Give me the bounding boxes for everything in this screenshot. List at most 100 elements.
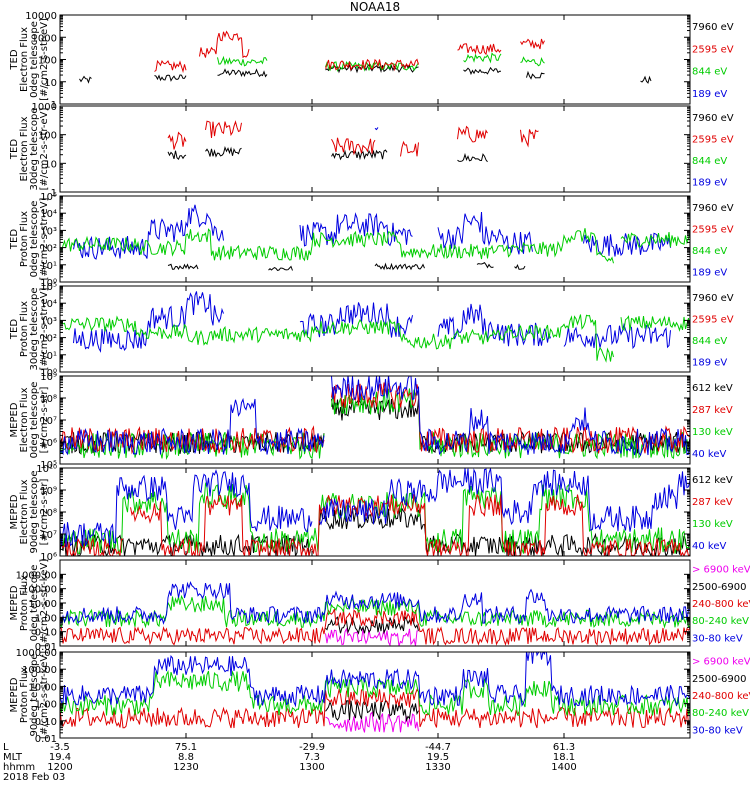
x-tick-label-l: 75.1 (175, 742, 197, 753)
y-axis-label: TEDProton Flux0deg telescope[#/cm2-s-str… (9, 198, 50, 281)
legend-entry: 2595 eV (692, 224, 734, 235)
series-black (167, 262, 526, 271)
series-magenta (325, 711, 419, 733)
legend-entry: 80-240 keV (692, 708, 749, 719)
y-tick-label: 10⁷ (40, 416, 57, 427)
y-axis-label-line: [#/cm2-s-str-keV] (39, 651, 50, 739)
legend-entry: > 6900 keV (692, 565, 750, 576)
y-axis-label-line: [#/cm2-s-str-eV] (39, 108, 50, 191)
x-tick-label-hhmm: 1300 (299, 762, 324, 773)
x-tick-label-l: -3.5 (50, 742, 70, 753)
legend-entry: 612 keV (692, 383, 733, 394)
y-tick-label: 10⁰ (40, 368, 57, 379)
y-tick-label: 10¹ (40, 351, 57, 362)
series-black (325, 698, 419, 723)
panel-plot-area (79, 30, 652, 84)
legend-entry: 240-800 keV (692, 599, 750, 610)
series-green (60, 314, 690, 363)
y-tick-label: 10¹⁰ (36, 464, 57, 475)
x-row-label: 2018 Feb 03 (3, 772, 65, 783)
legend-entry: > 6900 keV (692, 657, 750, 668)
y-tick-label: 10.00 (28, 682, 57, 693)
panel-7: 0.010.101.0010.00100.001000.00MEPEDProto… (9, 559, 750, 653)
series-blue (60, 376, 690, 457)
y-axis-label-line: 0deg telescope (29, 382, 40, 459)
x-tick-label-mlt: 8.8 (178, 752, 194, 763)
series-black (79, 63, 652, 84)
y-axis-label-line: 90deg telescope (29, 653, 40, 736)
series-blue (60, 581, 690, 625)
y-tick-label: 10¹ (40, 261, 57, 272)
legend-entry: 287 keV (692, 405, 733, 416)
panel-plot-area (60, 581, 690, 646)
y-tick-label: 10⁹ (40, 486, 57, 497)
y-axis-label-line: Proton Flux (19, 575, 30, 631)
x-tick-label-hhmm: 1330 (425, 762, 450, 773)
y-tick-label: 10⁰ (40, 278, 57, 289)
y-tick-label: 100.00 (22, 665, 57, 676)
y-tick-label: 1 (51, 188, 57, 199)
y-tick-label: 10⁵ (40, 282, 57, 293)
series-magenta (325, 627, 419, 646)
y-tick-label: 10⁶ (40, 552, 57, 563)
panel-plot-area (60, 376, 690, 460)
y-axis-label-line: 0deg telescope (29, 201, 40, 278)
y-axis-label-line: 0deg telescope (29, 565, 40, 642)
x-tick-label-hhmm: 1200 (47, 762, 72, 773)
y-tick-label: 1000.00 (16, 648, 57, 659)
legend-entry: 844 eV (692, 156, 727, 167)
y-axis-label-line: [#/cm2-s-str-eV] (39, 198, 50, 281)
y-axis-label-line: Proton Flux (19, 211, 30, 267)
series-blue (60, 652, 690, 708)
y-axis-label-line: 0deg telescope (29, 21, 40, 98)
y-tick-label: 10⁹ (40, 372, 57, 383)
legend-entry: 189 eV (692, 177, 727, 188)
y-axis-label-line: TED (9, 49, 20, 70)
x-tick-label-mlt: 7.3 (304, 752, 320, 763)
x-tick-label-mlt: 19.5 (427, 752, 449, 763)
x-tick-label-l: 61.3 (553, 742, 575, 753)
series-blue (374, 127, 379, 131)
series-blue (73, 291, 671, 353)
y-axis-label-line: 30deg telescope (29, 107, 40, 190)
series-blue (73, 204, 671, 260)
y-axis-label-line: Proton Flux (19, 667, 30, 723)
y-axis-label-line: TED (9, 139, 20, 160)
series-green (60, 594, 690, 629)
legend-entry: 2595 eV (692, 44, 734, 55)
legend-entry: 2595 eV (692, 314, 734, 325)
series-green (60, 669, 690, 717)
panel-plot-area (60, 204, 690, 271)
y-axis-label: TEDElectron Flux0deg telescope[#/cm2-s-s… (9, 18, 50, 101)
x-tick-label-l: -29.9 (299, 742, 325, 753)
y-tick-label: 1 (51, 100, 57, 111)
y-axis-label-line: [#/cm2-s-str] (39, 478, 50, 545)
y-tick-label: 10³ (40, 316, 57, 327)
y-tick-label: 1000 (32, 33, 57, 44)
series-blue (60, 468, 690, 548)
legend-entry: 30-80 keV (692, 633, 743, 644)
legend-entry: 2595 eV (692, 134, 734, 145)
series-red (60, 608, 690, 646)
y-axis-label: TEDElectron Flux30deg telescope[#/cm2-s-… (9, 107, 50, 190)
y-axis-label-line: [#/cm2-s-str-eV] (39, 288, 50, 371)
x-row-label: hhmm (3, 762, 35, 773)
x-tick-label-l: -44.7 (425, 742, 451, 753)
y-tick-label: 1.00 (35, 613, 57, 624)
y-tick-label: 10⁴ (40, 209, 57, 220)
y-tick-label: 0.01 (35, 642, 57, 653)
legend-entry: 7960 eV (692, 22, 734, 33)
y-tick-label: 0.01 (35, 734, 57, 745)
y-axis-label-line: MEPED (9, 402, 20, 437)
legend-entry: 40 keV (692, 541, 726, 552)
y-axis-label-line: [#/cm2-s-str-eV] (39, 18, 50, 101)
y-axis-label-line: TED (9, 229, 20, 250)
legend-entry: 844 eV (692, 246, 727, 257)
panel-plot-area (60, 291, 690, 363)
